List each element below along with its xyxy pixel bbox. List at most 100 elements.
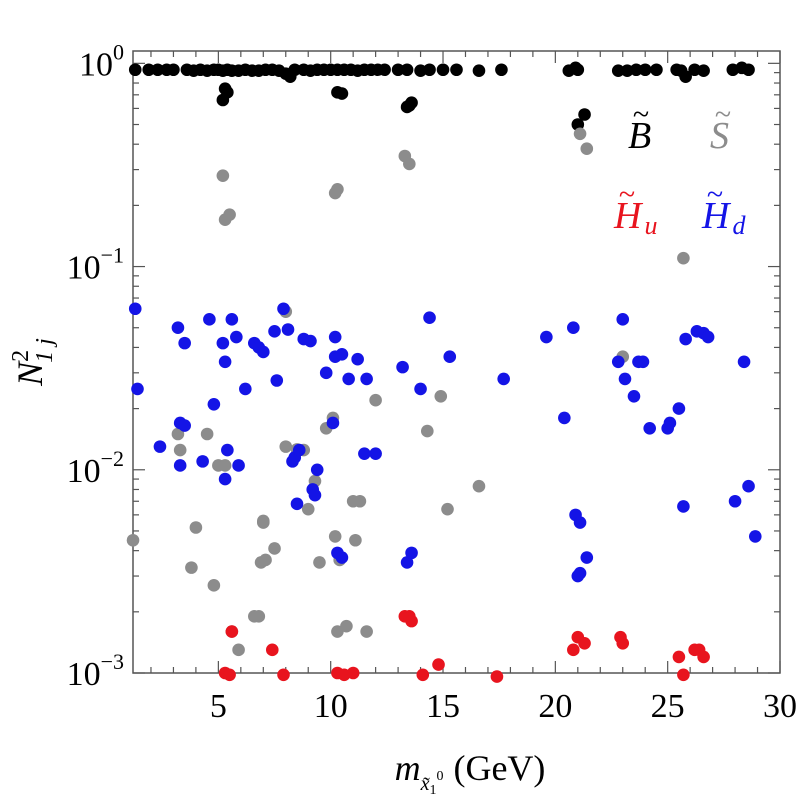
- data-point-b: [335, 87, 349, 100]
- data-point-h-d: [171, 321, 185, 335]
- data-point-h-d: [203, 313, 216, 326]
- data-point-h-u: [697, 650, 710, 664]
- data-point-s: [259, 553, 272, 567]
- data-point-s: [173, 443, 187, 457]
- x-tick-label: 10: [314, 688, 348, 725]
- data-point-h-d: [742, 479, 755, 493]
- data-point-h-d: [627, 389, 641, 403]
- data-point-b: [578, 108, 591, 121]
- data-point-s: [369, 393, 382, 407]
- data-point-s: [328, 530, 342, 543]
- data-point-h-d: [618, 372, 632, 386]
- data-point-h-d: [310, 463, 324, 477]
- data-point-h-d: [342, 372, 355, 386]
- data-point-h-d: [207, 397, 221, 411]
- data-point-h-u: [346, 666, 360, 680]
- data-point-b: [391, 63, 405, 77]
- plot-frame: [132, 50, 781, 674]
- data-point-h-d: [196, 455, 209, 468]
- data-point-s: [232, 643, 245, 657]
- data-point-h-d: [281, 323, 295, 336]
- data-point-h-d: [277, 302, 290, 316]
- data-point-h-d: [636, 355, 650, 369]
- data-point-h-d: [677, 500, 690, 513]
- data-point-s: [218, 459, 232, 472]
- axis-ticks: [133, 51, 781, 674]
- data-point-s: [279, 440, 293, 453]
- data-point-h-d: [173, 459, 187, 472]
- data-point-b: [611, 64, 625, 77]
- data-point-s: [677, 251, 690, 265]
- data-point-h-d: [221, 443, 234, 457]
- x-tick-label: 25: [651, 688, 685, 725]
- data-point-h-d: [326, 416, 340, 430]
- data-point-h-d: [131, 382, 144, 396]
- data-point-s: [403, 157, 416, 171]
- data-point-h-d: [497, 372, 510, 386]
- data-point-s: [268, 542, 281, 555]
- data-point-h-d: [351, 352, 364, 366]
- data-point-h-d: [268, 325, 281, 338]
- data-point-s: [207, 579, 221, 592]
- data-point-h-d: [308, 488, 322, 502]
- data-point-s: [573, 127, 587, 141]
- data-point-h-d: [178, 419, 191, 432]
- y-tick-labels: 100 10−1 10−2 10−3: [67, 39, 124, 693]
- data-point-h-d: [396, 360, 409, 374]
- data-point-h-u: [416, 668, 430, 682]
- data-point-s: [349, 533, 362, 547]
- data-point-s: [340, 619, 353, 633]
- x-axis-label: mx̃10 (GeV): [395, 748, 546, 798]
- data-point-h-d: [216, 336, 230, 350]
- data-point-h-d: [292, 443, 306, 457]
- data-point-h-u: [672, 650, 686, 664]
- y-tick-label: 10−3: [67, 649, 124, 693]
- data-point-h-d: [239, 382, 252, 396]
- data-point-s: [580, 142, 594, 156]
- data-point-h-d: [218, 472, 232, 486]
- data-point-s: [171, 427, 185, 441]
- data-point-s: [420, 424, 434, 438]
- data-point-h-d: [230, 330, 243, 344]
- data-point-h-d: [400, 556, 414, 569]
- data-point-h-d: [178, 336, 191, 350]
- data-point-h-u: [265, 643, 279, 657]
- data-point-h-d: [232, 459, 245, 472]
- data-point-h-d: [443, 350, 457, 364]
- x-tick-label: 30: [763, 688, 797, 725]
- data-point-h-d: [663, 416, 677, 430]
- data-point-h-d: [414, 382, 427, 396]
- data-point-b: [151, 63, 165, 77]
- data-point-s: [126, 533, 140, 547]
- data-point-h-u: [677, 668, 690, 682]
- data-point-b: [629, 63, 643, 77]
- data-point-h-u: [405, 614, 418, 628]
- data-point-b: [742, 63, 755, 77]
- data-point-b: [436, 63, 450, 77]
- data-point-s: [189, 521, 203, 534]
- x-tick-labels: 5 10 15 20 25 30: [210, 688, 797, 725]
- data-points: [126, 61, 762, 683]
- legend-tilde: ~: [715, 98, 731, 131]
- data-point-b: [450, 63, 463, 77]
- data-point-h-d: [423, 311, 436, 325]
- legend: B~S~H u~H d~: [613, 98, 746, 240]
- y-tick-label: 10−1: [67, 243, 124, 287]
- data-point-s: [216, 169, 230, 182]
- data-point-b: [638, 63, 652, 77]
- data-point-s: [313, 556, 326, 569]
- data-point-h-d: [256, 345, 270, 359]
- data-point-h-u: [567, 643, 580, 657]
- data-point-h-d: [319, 366, 333, 380]
- data-point-b: [128, 63, 142, 77]
- legend-tilde: ~: [707, 178, 723, 211]
- data-point-s: [441, 502, 454, 516]
- data-point-b: [400, 63, 414, 77]
- x-tick-label: 15: [426, 688, 460, 725]
- data-point-h-u: [432, 658, 445, 671]
- data-point-b: [571, 63, 585, 77]
- data-point-h-d: [369, 447, 382, 460]
- data-point-s: [252, 610, 266, 623]
